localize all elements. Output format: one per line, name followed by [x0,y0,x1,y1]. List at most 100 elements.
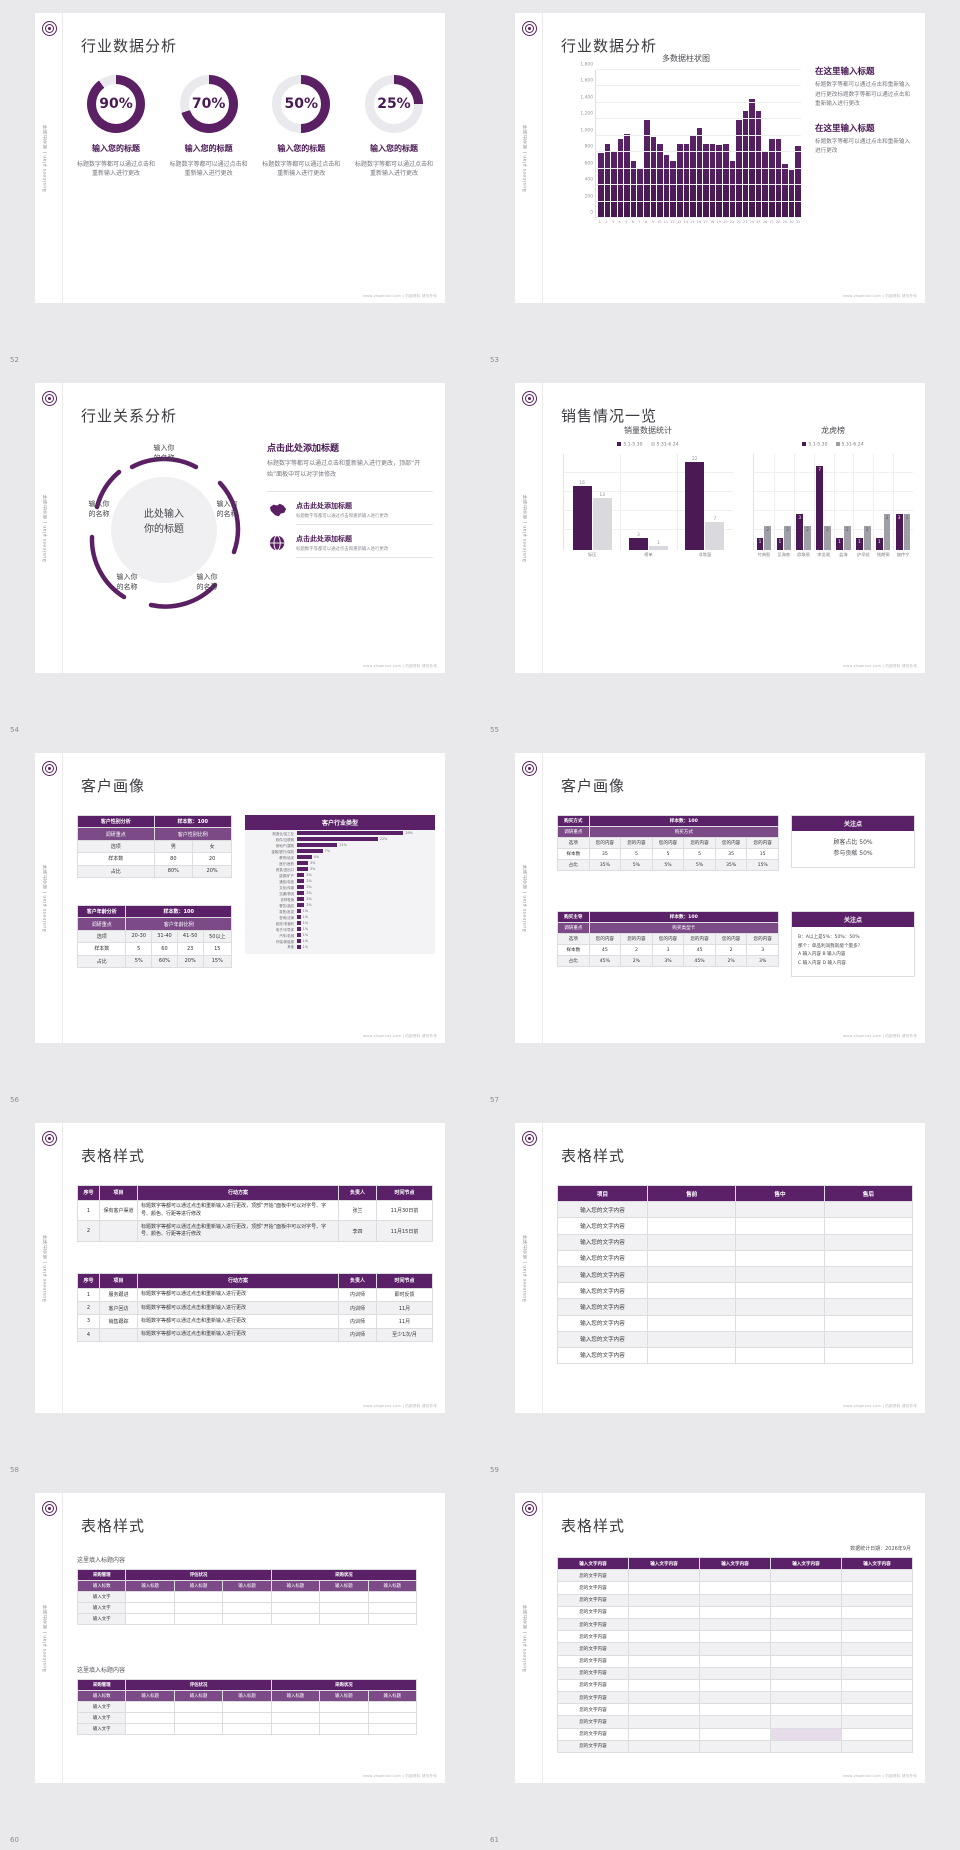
bar-value-label: 4% [313,855,320,860]
bar: 13 [592,492,612,550]
rail-vertical-text: Business plan | 商业计划书 [43,864,48,932]
y-axis-tick-label: 1,600 [580,78,593,84]
bar [297,903,305,908]
slide-canvas: Business plan | 商业计划书 客户画像 客户性别分析 样本数：10… [35,753,445,1043]
bar: 2 [784,525,792,550]
left-rail [515,383,543,673]
side-heading: 在这里输入标题 [815,123,875,134]
donut-desc: 标题数字等都可以通过点击和重新输入进行更改 [76,161,155,178]
x-axis-tick-label: 付典智 [757,551,771,557]
slide-footer: www.zjtgenius.com | 内部资料 请勿外传 [843,1404,917,1408]
side-text-block: 点击此处添加标题 标题数字等都可以通过点击和重新输入进行更改，顶部“开始”面板中… [267,441,433,558]
left-rail [35,1493,63,1783]
table-row: 输入文字 [76,1723,418,1735]
table-row: 您的文字内容 [557,1703,913,1717]
bar-value-label: 1 [838,538,841,544]
bar [297,938,301,944]
bar [297,879,305,884]
page-title: 行业关系分析 [81,407,178,425]
bar-row: 餐饮/酒店 2% [245,902,435,908]
bar-value-label: 2% [306,903,312,908]
cycle-arcs-icon [89,456,241,609]
table-cell: 输入您的文字内容 [557,1201,648,1219]
bar: 1 [648,540,669,550]
procurement-table-1: 采购管理 评估状况 采购状况 输入标数 输入标题 输入标题 输入标题 输入标题 输入标题 输入标题… [76,1569,418,1625]
circle-emblem-icon [522,1131,537,1146]
bar-value-label: 22% [379,837,388,842]
table-cell [646,1201,737,1219]
table-cell [699,1739,771,1754]
x-axis-tick-label: 榜单 [644,551,653,557]
divider [296,556,433,558]
table-cell: 您的内容 [651,837,685,849]
legend-entry: 5.1-5.30 [802,442,828,448]
table-cell [367,1712,418,1724]
table-cell: 35 [714,848,748,860]
table-cell: 1 [77,1199,100,1222]
bar-row: 房地产/建筑 11% [245,843,435,848]
table-cell: 45 [683,944,716,956]
table-row: 选项 您的内容 您的内容 您的内容 您的内容 您的内容 您的内容 [557,933,779,945]
table-cell [99,1220,138,1242]
table-cell: 23 [176,942,204,956]
table-cell: 20-30 [125,929,153,944]
x-axis-tick-label: 非常温 [698,551,712,557]
x-axis-tick-label: 31 [795,220,801,224]
table-subheader-cell: 输入标题 [319,1580,369,1592]
table-cell [628,1593,700,1607]
bar-category-label: 汽车/机械 [279,933,294,938]
table-cell: 您的内容 [714,837,748,849]
prepost-sales-table: 项目 售前 售中 售后 输入您的文字内容 输入您的文字内容 输入您的文字内容 输入您的文字内容… [557,1184,914,1365]
cycle-center-disc [111,477,217,583]
table-subheader-cell: 购买方式 [588,826,780,838]
table-row: 输入您的文字内容 [557,1282,914,1300]
table-cell [823,1330,914,1348]
rail-vertical-text: Business plan | 商业计划书 [523,1604,528,1672]
page-number: 60 [10,1836,19,1844]
rail-vertical-text: Business plan | 商业计划书 [523,124,528,192]
x-axis-tick-label: 11 [663,220,669,224]
table-cell [770,1630,842,1644]
table-header-cell: 采购状况 [270,1569,418,1581]
table-cell [125,1701,175,1713]
table-cell [735,1314,825,1332]
bar-category-label: 环保/新能源 [275,939,294,944]
bar-row: 汽车/机械 1% [245,932,435,938]
slide-52: Business plan | 商业计划书 行业数据分析 90% 输入您的标题 … [0,0,480,370]
bar [598,153,604,218]
bar [630,161,637,218]
slide-58: Business plan | 商业计划书 表格样式 序号 项目 行动方案 负责人 时间… [0,1110,480,1480]
table-cell [770,1727,842,1741]
bar-group: 1 3 钱朗铜 [873,454,893,557]
feature-item: 点击此处添加标题 标题数字等都可以通过点击和重新输入进行更改 [267,534,433,558]
rail-vertical-text: Business plan | 商业计划书 [43,1604,48,1672]
table-row: 您的文字内容 [557,1642,913,1656]
x-axis-tick-label: 21 [729,220,735,224]
circle-emblem-icon [522,1501,537,1516]
table-cell: 1 [77,1287,100,1303]
gridline [833,453,835,550]
table-cell [367,1701,418,1713]
table-cell [770,1666,842,1680]
table-header-cell: 购买主导 [557,911,590,923]
left-rail [515,13,543,303]
side-paragraph: 标题数字等都可以通过点击和重新输入进行更改 [815,138,911,155]
table-cell: 4 [77,1327,100,1342]
procurement-table-2: 采购管理 评估状况 采购状况 输入标数 输入标题 输入标题 输入标题 输入标题 输入标题 输入标题… [76,1679,418,1735]
donut-title: 输入您的标题 [277,144,326,153]
gridline [754,510,913,512]
bar-category-label: 金融/银行/保险 [271,849,294,854]
bar: 1 [776,537,784,550]
table-cell [770,1739,842,1754]
table-cell [628,1666,700,1680]
table-cell: 占比 [77,864,155,878]
circle-emblem-icon [42,1501,57,1516]
table-cell [99,1327,138,1342]
data-table: 输入文字内容 输入文字内容 输入文字内容 输入文字内容 输入文字内容 您的文字内容 您的文字… [557,1556,913,1754]
bar [696,127,703,218]
table-cell [319,1712,369,1724]
y-axis-tick-label: 800 [584,144,593,150]
table-cell [628,1581,700,1595]
table-cell [628,1727,700,1741]
table-cell: 5% [125,954,153,968]
